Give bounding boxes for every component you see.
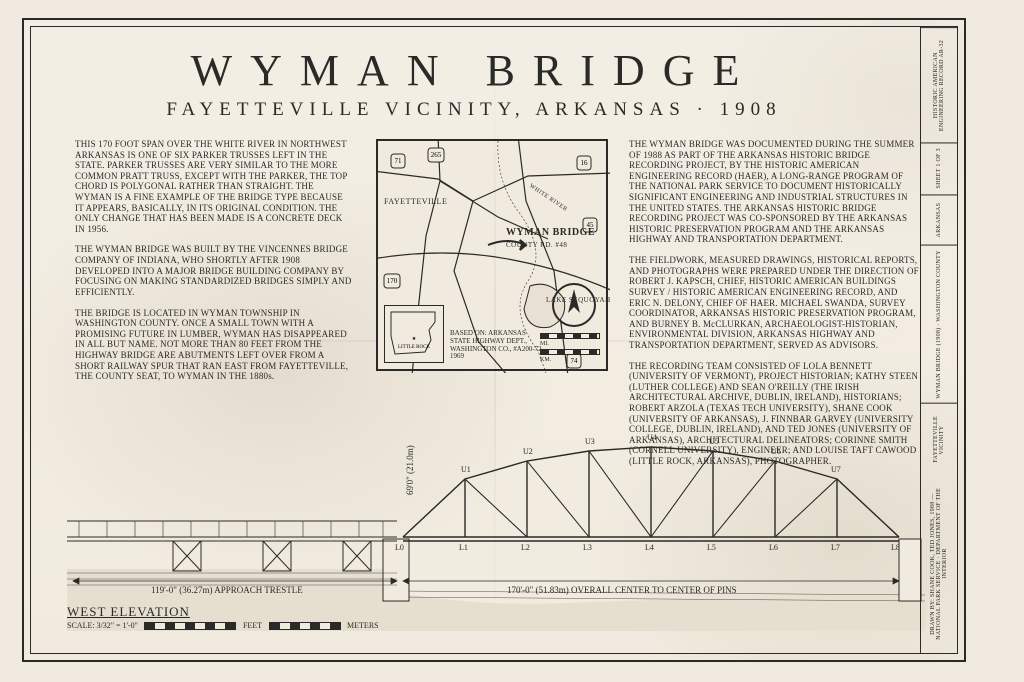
node-L1: L1 bbox=[459, 543, 468, 552]
titleblock-cell: DRAWN BY: SHANE COOK, TED JONES, 1988 — … bbox=[921, 475, 957, 653]
dim-approach: 119'-0" (36.27m) APPROACH TRESTLE bbox=[151, 585, 303, 595]
scale-mi-label: MI. bbox=[540, 341, 549, 347]
node-L5: L5 bbox=[707, 543, 716, 552]
node-U2: U2 bbox=[523, 447, 533, 456]
titleblock-cell: HISTORIC AMERICAN ENGINEERING RECORD AR-… bbox=[921, 27, 957, 142]
para: THE WYMAN BRIDGE WAS BUILT BY THE VINCEN… bbox=[75, 244, 353, 297]
map-bridge-label: WYMAN BRIDGE bbox=[506, 227, 595, 238]
node-U6: U6 bbox=[771, 447, 781, 456]
node-U7: U7 bbox=[831, 465, 841, 474]
titleblock-cell: SHEET 1 OF 3 bbox=[921, 142, 957, 193]
drawing-sheet: WYMAN BRIDGE FAYETTEVILLE VICINITY, ARKA… bbox=[22, 18, 966, 662]
titleblock-cell: ARKANSAS bbox=[921, 194, 957, 245]
titleblock-cell: FAYETTEVILLE VICINITY bbox=[921, 403, 957, 476]
page-subtitle: FAYETTEVILLE VICINITY, ARKANSAS · 1908 bbox=[31, 99, 917, 121]
node-L7: L7 bbox=[831, 543, 840, 552]
route: 265 bbox=[431, 151, 442, 159]
map-road-label: COUNTY RD. #48 bbox=[506, 241, 567, 249]
node-L2: L2 bbox=[521, 543, 530, 552]
node-U5: U5 bbox=[709, 437, 719, 446]
map-source-note: BASED ON: ARKANSAS STATE HIGHWAY DEPT., … bbox=[450, 330, 544, 361]
para: THIS 170 FOOT SPAN OVER THE WHITE RIVER … bbox=[75, 139, 353, 234]
map-scale: MI. KM. bbox=[540, 331, 600, 363]
node-L4: L4 bbox=[645, 543, 654, 552]
state-inset: ★ LITTLE ROCK bbox=[384, 305, 444, 363]
node-U3: U3 bbox=[585, 437, 595, 446]
inner-frame: WYMAN BRIDGE FAYETTEVILLE VICINITY, ARKA… bbox=[30, 26, 958, 654]
page-title: WYMAN BRIDGE bbox=[31, 45, 917, 96]
route: 16 bbox=[581, 159, 589, 167]
elevation-label: WEST ELEVATION bbox=[67, 604, 190, 619]
dim-height: 69'0" (21.0m) bbox=[405, 445, 415, 495]
node-U4: U4 bbox=[647, 433, 657, 442]
node-L3: L3 bbox=[583, 543, 592, 552]
node-U1: U1 bbox=[461, 465, 471, 474]
para: THE FIELDWORK, MEASURED DRAWINGS, HISTOR… bbox=[629, 255, 921, 350]
para: THE WYMAN BRIDGE WAS DOCUMENTED DURING T… bbox=[629, 139, 921, 245]
dim-span: 170'-0" (51.83m) OVERALL CENTER TO CENTE… bbox=[507, 585, 737, 595]
route: 170 bbox=[387, 277, 398, 285]
elevation-svg bbox=[67, 421, 925, 631]
titleblock-cell: WYMAN BRIDGE (1908) · WASHINGTON COUNTY bbox=[921, 245, 957, 403]
para: THE BRIDGE IS LOCATED IN WYMAN TOWNSHIP … bbox=[75, 308, 353, 382]
titleblock: HISTORIC AMERICAN ENGINEERING RECORD AR-… bbox=[920, 27, 957, 653]
scale-bar-mi bbox=[540, 333, 600, 339]
svg-text:LITTLE ROCK: LITTLE ROCK bbox=[398, 345, 430, 350]
scale-bar-meters bbox=[269, 622, 341, 630]
location-map: 71 16 45 265 170 74 FAYETTEVILLE WYMAN B… bbox=[376, 139, 608, 371]
svg-text:★: ★ bbox=[412, 336, 417, 342]
elevation-scale-note: SCALE: 3/32" = 1'-0" bbox=[67, 621, 138, 630]
elevation-drawing: U1 U2 U3 U4 U5 U6 U7 L0 L1 L2 L3 L4 L5 L… bbox=[67, 421, 925, 631]
node-L0: L0 bbox=[395, 543, 404, 552]
elevation-scale: WEST ELEVATION SCALE: 3/32" = 1'-0" FEET… bbox=[67, 604, 379, 631]
meters-label: METERS bbox=[347, 621, 379, 630]
scale-km-label: KM. bbox=[540, 357, 551, 363]
feet-label: FEET bbox=[243, 621, 262, 630]
narrative-left: THIS 170 FOOT SPAN OVER THE WHITE RIVER … bbox=[75, 139, 353, 392]
node-L8: L8 bbox=[891, 543, 900, 552]
route: 71 bbox=[395, 157, 403, 165]
map-city-label: FAYETTEVILLE bbox=[384, 197, 447, 206]
north-arrow-icon bbox=[552, 283, 596, 327]
scale-bar-km bbox=[540, 349, 600, 355]
scale-bar-feet bbox=[144, 622, 236, 630]
node-L6: L6 bbox=[769, 543, 778, 552]
